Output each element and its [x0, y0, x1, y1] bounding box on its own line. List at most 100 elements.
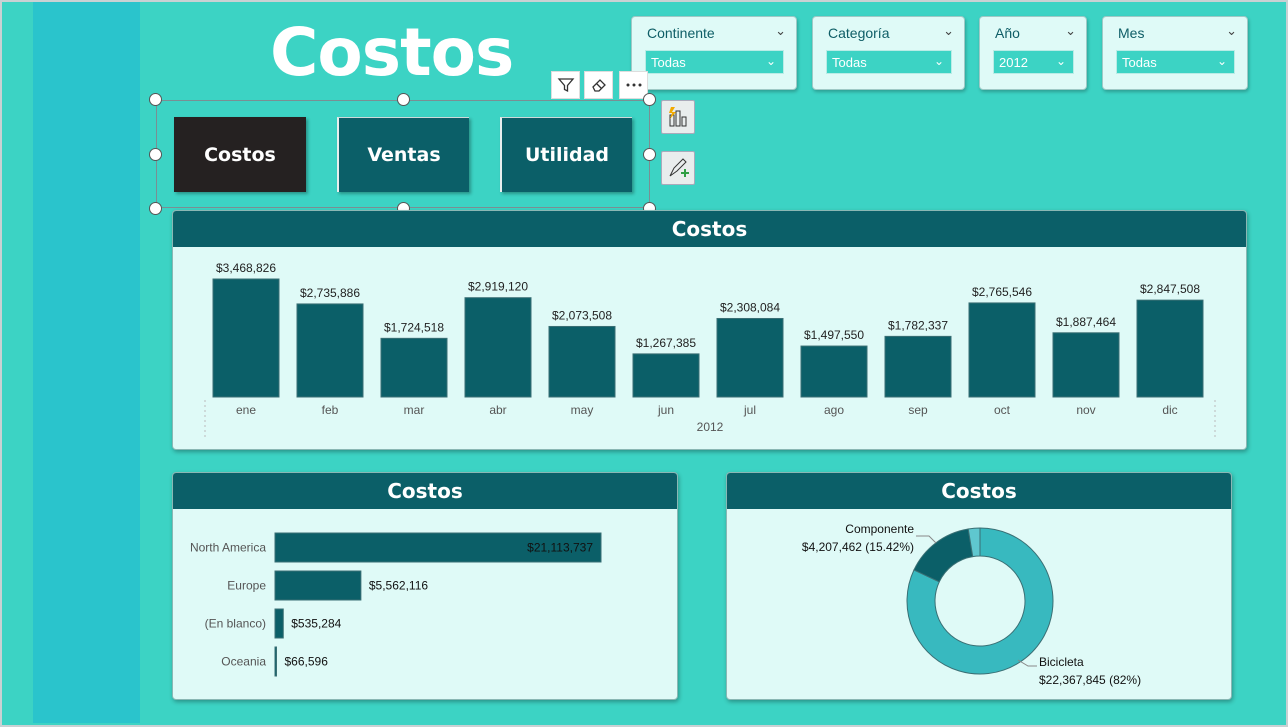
build-visual-icon[interactable]	[661, 100, 695, 134]
slicer-dropdown[interactable]: Todas ⌄	[645, 50, 784, 74]
slicer-categoria[interactable]: Categoría ⌄ Todas ⌄	[812, 16, 965, 90]
chevron-down-icon: ⌄	[1216, 54, 1227, 68]
slice-other	[967, 527, 981, 558]
eraser-icon[interactable]	[584, 71, 613, 99]
bar-north-america	[274, 532, 602, 563]
chevron-down-icon[interactable]: ⌄	[1226, 23, 1237, 38]
x-tick-label: abr	[489, 403, 506, 417]
format-visual-icon[interactable]	[661, 151, 695, 185]
slicer-ano[interactable]: Año ⌄ 2012 ⌄	[979, 16, 1087, 90]
bar-jul	[716, 317, 784, 398]
chart-title: Costos	[173, 211, 1246, 247]
nav-button-costos[interactable]: Costos	[174, 117, 306, 192]
category-costs-card[interactable]: Costos Bicicleta $22,367,845 (82%) Compone…	[726, 472, 1232, 700]
bar-europe	[274, 570, 362, 601]
slice-label-name: Bicicleta	[1039, 655, 1084, 669]
data-label: $5,562,116	[369, 579, 428, 593]
slice-bicicleta	[906, 527, 1054, 675]
slicer-continente[interactable]: Continente ⌄ Todas ⌄	[631, 16, 797, 90]
x-group-label: 2012	[697, 420, 724, 434]
leader-line	[916, 535, 937, 544]
more-options-icon[interactable]	[619, 71, 648, 99]
slice-componente	[913, 528, 974, 583]
nav-button-utilidad[interactable]: Utilidad	[500, 117, 632, 192]
slicer-value: Todas	[651, 55, 686, 70]
x-tick-label: may	[571, 403, 594, 417]
x-tick-label: ene	[236, 403, 256, 417]
data-label: $2,308,084	[720, 300, 780, 314]
slicer-value: Todas	[832, 55, 867, 70]
filter-icon[interactable]	[551, 71, 580, 99]
resize-handle[interactable]	[149, 148, 162, 161]
sidebar-strip	[33, 2, 140, 723]
monthly-bar-chart: $3,468,826 ene $2,735,886 feb $1,724,518 mar $…	[204, 261, 1216, 437]
slicer-value: 2012	[999, 55, 1028, 70]
data-label: $1,497,550	[804, 328, 864, 342]
slicer-label: Categoría	[828, 25, 890, 41]
slicer-dropdown[interactable]: Todas ⌄	[826, 50, 952, 74]
slicer-mes[interactable]: Mes ⌄ Todas ⌄	[1102, 16, 1248, 90]
resize-handle[interactable]	[643, 93, 656, 106]
data-label: $21,113,737	[527, 541, 593, 555]
data-label: $2,073,508	[552, 308, 612, 322]
x-tick-label: nov	[1076, 403, 1095, 417]
x-tick-label: mar	[404, 403, 425, 417]
resize-handle[interactable]	[149, 202, 162, 215]
x-tick-label: jun	[657, 403, 674, 417]
x-tick-label: jul	[743, 403, 756, 417]
x-tick-label: sep	[908, 403, 928, 417]
bar-jun	[632, 353, 700, 398]
data-label: $2,735,886	[300, 286, 360, 300]
y-tick-label: North America	[190, 541, 266, 555]
chevron-down-icon: ⌄	[1055, 54, 1066, 68]
bar-nov	[1052, 332, 1120, 398]
leader-line	[1017, 659, 1037, 667]
bar--en-blanco-	[274, 608, 284, 639]
bar-mar	[380, 337, 448, 398]
category-donut-chart: Bicicleta $22,367,845 (82%) Componente $4,2…	[802, 522, 1141, 687]
x-tick-label: dic	[1162, 403, 1177, 417]
bar-may	[548, 325, 616, 398]
bar-oct	[968, 302, 1036, 398]
bar-ago	[800, 345, 868, 398]
chevron-down-icon: ⌄	[765, 54, 776, 68]
bar-abr	[464, 297, 532, 398]
page-title: Costos	[270, 14, 514, 91]
y-tick-label: Oceania	[221, 655, 266, 669]
data-label: $2,919,120	[468, 280, 528, 294]
slice-label-value: $22,367,845 (82%)	[1039, 673, 1141, 687]
data-label: $66,596	[285, 655, 329, 669]
slice-label-name: Componente	[845, 522, 914, 536]
slice-label-value: $4,207,462 (15.42%)	[802, 540, 914, 554]
x-tick-label: oct	[994, 403, 1011, 417]
chevron-down-icon[interactable]: ⌄	[943, 23, 954, 38]
slicer-dropdown[interactable]: 2012 ⌄	[993, 50, 1074, 74]
slicer-label: Mes	[1118, 25, 1145, 41]
slicer-label: Continente	[647, 25, 715, 41]
y-tick-label: (En blanco)	[205, 617, 266, 631]
slicer-value: Todas	[1122, 55, 1157, 70]
data-label: $2,765,546	[972, 285, 1032, 299]
chevron-down-icon[interactable]: ⌄	[1065, 23, 1076, 38]
x-tick-label: ago	[824, 403, 844, 417]
bar-feb	[296, 303, 364, 398]
slicer-dropdown[interactable]: Todas ⌄	[1116, 50, 1235, 74]
resize-handle[interactable]	[643, 148, 656, 161]
data-label: $535,284	[291, 617, 341, 631]
slicer-label: Año	[995, 25, 1020, 41]
resize-handle[interactable]	[149, 93, 162, 106]
chevron-down-icon: ⌄	[933, 54, 944, 68]
data-label: $3,468,826	[216, 261, 276, 275]
resize-handle[interactable]	[397, 93, 410, 106]
chevron-down-icon[interactable]: ⌄	[775, 23, 786, 38]
data-label: $2,847,508	[1140, 282, 1200, 296]
data-label: $1,782,337	[888, 318, 948, 332]
monthly-costs-card[interactable]: Costos $3,468,826 ene $2,735,886 feb $1,724,…	[172, 210, 1247, 450]
continent-costs-card[interactable]: Costos North America $21,113,737 Europe $5,…	[172, 472, 678, 700]
data-label: $1,724,518	[384, 320, 444, 334]
y-tick-label: Europe	[227, 579, 266, 593]
data-label: $1,267,385	[636, 336, 696, 350]
x-tick-label: feb	[322, 403, 339, 417]
bar-oceania	[274, 646, 277, 677]
nav-button-ventas[interactable]: Ventas	[337, 117, 469, 192]
